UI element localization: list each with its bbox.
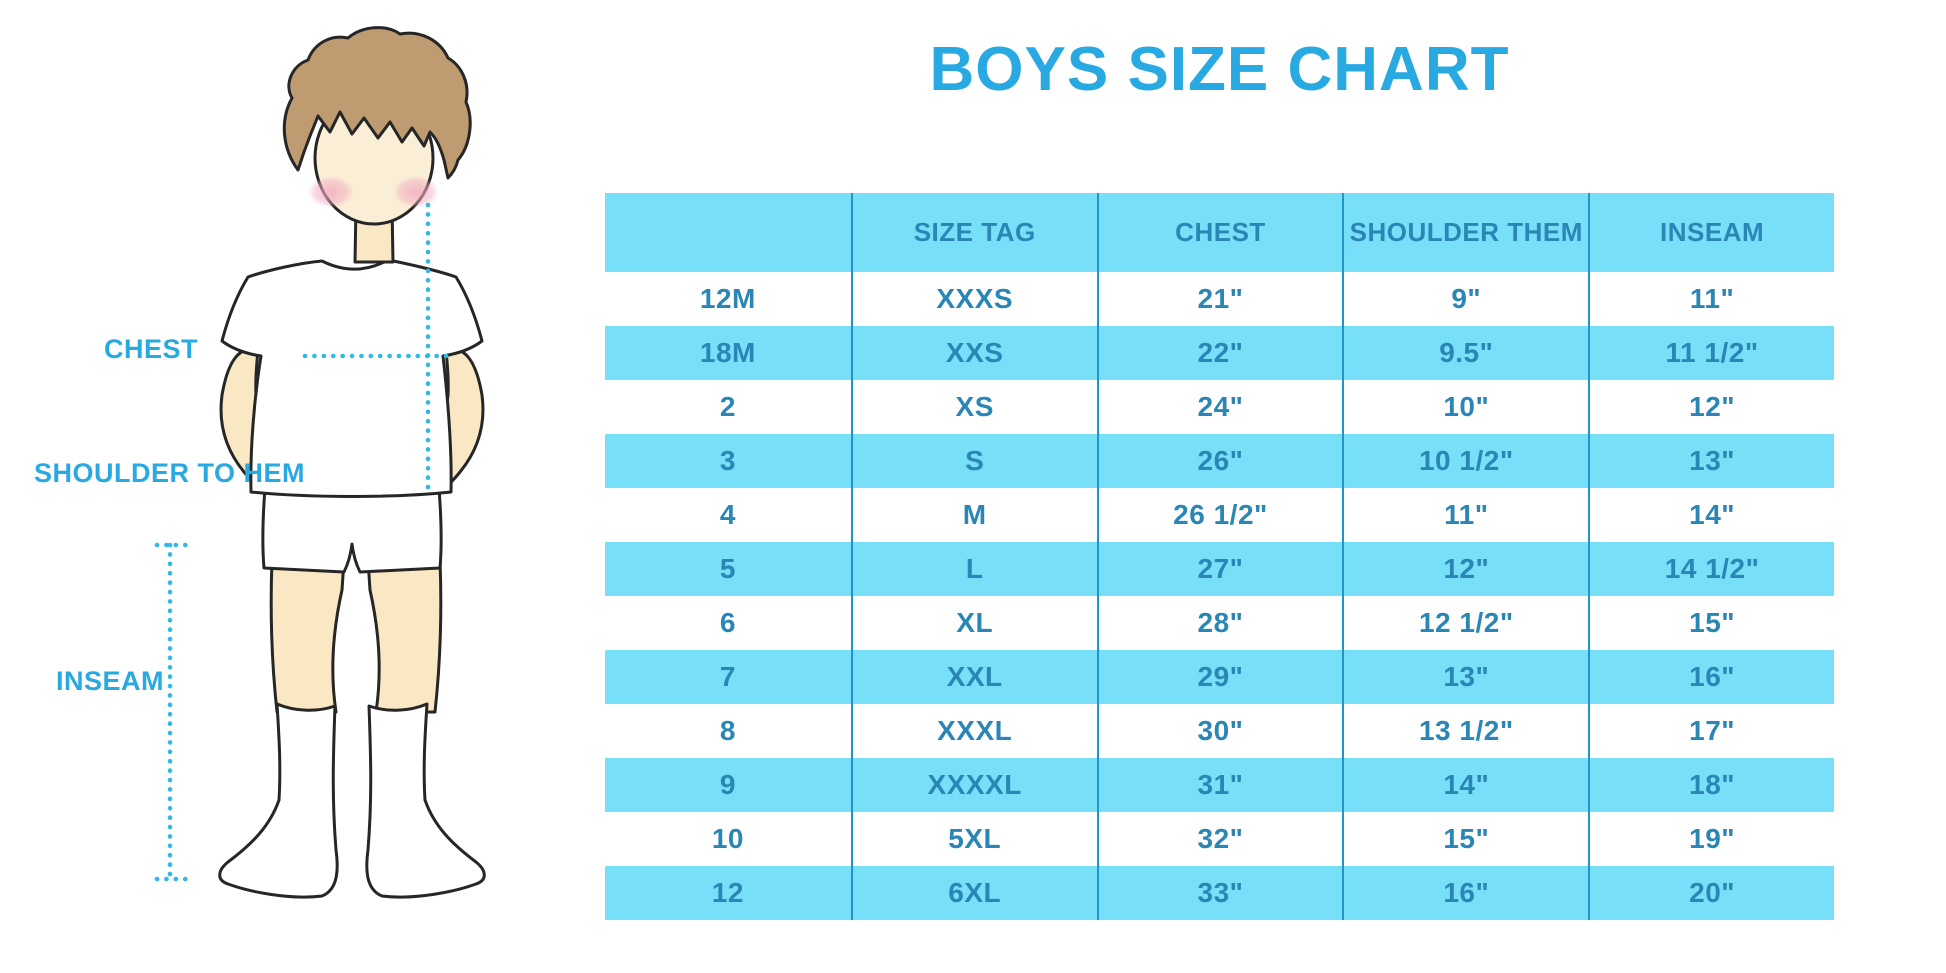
right-sock-shape bbox=[365, 702, 486, 899]
cell-inseam: 11" bbox=[1588, 272, 1834, 326]
header-cell-shoulder-them: SHOULDER THEM bbox=[1342, 193, 1588, 272]
table-row: 6 XL 28" 12 1/2" 15" bbox=[605, 596, 1834, 650]
table-row: 3 S 26" 10 1/2" 13" bbox=[605, 434, 1834, 488]
cell-size-tag: M bbox=[850, 488, 1097, 542]
cell-size: 6 bbox=[719, 607, 736, 638]
cell-shoulder-to-hem: 16" bbox=[1342, 866, 1588, 920]
header-cell-inseam: INSEAM bbox=[1588, 193, 1834, 272]
cell-chest: 21" bbox=[1096, 272, 1343, 326]
cell-size-tag: XXXS bbox=[850, 272, 1097, 326]
cell-inseam: 17" bbox=[1588, 704, 1834, 758]
header-cell-chest: CHEST bbox=[1096, 193, 1343, 272]
right-blush bbox=[393, 176, 439, 208]
cell-inseam: 15" bbox=[1588, 596, 1834, 650]
cell-chest: 27" bbox=[1096, 542, 1343, 596]
cell-chest: 22" bbox=[1096, 326, 1343, 380]
cell-size-tag: XXS bbox=[850, 326, 1097, 380]
table-header-row: SIZE TAG CHEST SHOULDER THEM INSEAM bbox=[605, 193, 1834, 272]
cell-inseam: 14" bbox=[1588, 488, 1834, 542]
cell-shoulder-to-hem: 9" bbox=[1342, 272, 1588, 326]
cell-shoulder-to-hem: 12 1/2" bbox=[1342, 596, 1588, 650]
cell-shoulder-to-hem: 15" bbox=[1342, 812, 1588, 866]
cell-inseam: 14 1/2" bbox=[1588, 542, 1834, 596]
cell-chest: 26 1/2" bbox=[1096, 488, 1343, 542]
cell-size-tag: L bbox=[850, 542, 1097, 596]
cell-size: 8 bbox=[719, 715, 736, 746]
cell-size-tag: 5XL bbox=[850, 812, 1097, 866]
cell-inseam: 13" bbox=[1588, 434, 1834, 488]
cell-chest: 33" bbox=[1096, 866, 1343, 920]
left-sock-shape bbox=[218, 702, 339, 899]
cell-size: 10 bbox=[711, 823, 744, 854]
cell-size: 12 bbox=[711, 877, 744, 908]
cell-shoulder-to-hem: 10 1/2" bbox=[1342, 434, 1588, 488]
cell-size-tag: 6XL bbox=[850, 866, 1097, 920]
table-row: 10 5XL 32" 15" 19" bbox=[605, 812, 1834, 866]
cell-chest: 26" bbox=[1096, 434, 1343, 488]
cell-shoulder-to-hem: 9.5" bbox=[1342, 326, 1588, 380]
inseam-label: INSEAM bbox=[56, 666, 165, 696]
table-row: 4 M 26 1/2" 11" 14" bbox=[605, 488, 1834, 542]
shoulder-to-hem-label: SHOULDER TO HEM bbox=[34, 458, 306, 488]
tshirt-shape bbox=[220, 258, 484, 498]
cell-chest: 30" bbox=[1096, 704, 1343, 758]
table-row: 7 XXL 29" 13" 16" bbox=[605, 650, 1834, 704]
size-table: SIZE TAG CHEST SHOULDER THEM INSEAM 12M … bbox=[605, 193, 1834, 920]
cell-shoulder-to-hem: 11" bbox=[1342, 488, 1588, 542]
table-row: 8 XXXL 30" 13 1/2" 17" bbox=[605, 704, 1834, 758]
table-row: 18M XXS 22" 9.5" 11 1/2" bbox=[605, 326, 1834, 380]
cell-size: 12M bbox=[699, 283, 756, 314]
cell-inseam: 20" bbox=[1588, 866, 1834, 920]
cell-size-tag: XL bbox=[850, 596, 1097, 650]
cell-chest: 28" bbox=[1096, 596, 1343, 650]
cell-size: 7 bbox=[719, 661, 736, 692]
cell-chest: 24" bbox=[1096, 380, 1343, 434]
cell-shoulder-to-hem: 13" bbox=[1342, 650, 1588, 704]
cell-inseam: 11 1/2" bbox=[1588, 326, 1834, 380]
header-cell-blank bbox=[605, 193, 851, 272]
cell-chest: 31" bbox=[1096, 758, 1343, 812]
cell-size: 4 bbox=[719, 499, 736, 530]
cell-inseam: 12" bbox=[1588, 380, 1834, 434]
cell-size-tag: XXXL bbox=[850, 704, 1097, 758]
table-row: 9 XXXXL 31" 14" 18" bbox=[605, 758, 1834, 812]
table-row: 12 6XL 33" 16" 20" bbox=[605, 866, 1834, 920]
cell-inseam: 19" bbox=[1588, 812, 1834, 866]
cell-chest: 29" bbox=[1096, 650, 1343, 704]
hair-shape bbox=[282, 26, 472, 180]
cell-size: 5 bbox=[719, 553, 736, 584]
cell-size-tag: XXXXL bbox=[850, 758, 1097, 812]
page-title: BOYS SIZE CHART bbox=[929, 35, 1510, 104]
cell-shoulder-to-hem: 10" bbox=[1342, 380, 1588, 434]
left-leg-shape bbox=[269, 558, 346, 714]
cell-size-tag: XXL bbox=[850, 650, 1097, 704]
table-row: 2 XS 24" 10" 12" bbox=[605, 380, 1834, 434]
table-row: 5 L 27" 12" 14 1/2" bbox=[605, 542, 1834, 596]
cell-size: 3 bbox=[719, 445, 736, 476]
cell-size-tag: S bbox=[850, 434, 1097, 488]
boy-figure-illustration bbox=[154, 26, 486, 899]
left-blush bbox=[308, 176, 354, 208]
cell-shoulder-to-hem: 12" bbox=[1342, 542, 1588, 596]
chest-label: CHEST bbox=[103, 334, 198, 364]
right-leg-shape bbox=[366, 558, 443, 714]
cell-shoulder-to-hem: 13 1/2" bbox=[1342, 704, 1588, 758]
shorts-shape bbox=[261, 474, 443, 574]
cell-size: 2 bbox=[719, 391, 736, 422]
cell-size: 18M bbox=[699, 337, 756, 368]
cell-shoulder-to-hem: 14" bbox=[1342, 758, 1588, 812]
cell-size-tag: XS bbox=[850, 380, 1097, 434]
header-cell-size-tag: SIZE TAG bbox=[850, 193, 1097, 272]
cell-size: 9 bbox=[719, 769, 736, 800]
cell-inseam: 16" bbox=[1588, 650, 1834, 704]
cell-chest: 32" bbox=[1096, 812, 1343, 866]
cell-inseam: 18" bbox=[1588, 758, 1834, 812]
table-row: 12M XXXS 21" 9" 11" bbox=[605, 272, 1834, 326]
